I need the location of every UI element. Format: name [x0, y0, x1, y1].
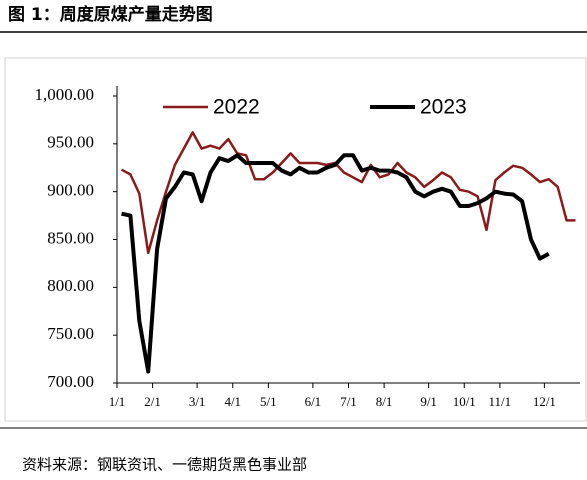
legend-label: 2022 — [213, 96, 260, 119]
x-tick-label: 8/1 — [376, 394, 393, 409]
chart-frame — [4, 57, 587, 422]
x-tick-label: 9/1 — [420, 394, 437, 409]
y-tick-label: 800.00 — [47, 276, 94, 295]
y-tick-label: 1,000.00 — [35, 85, 95, 104]
x-tick-label: 11/1 — [489, 394, 512, 409]
y-tick-label: 900.00 — [47, 181, 94, 200]
y-tick-label: 950.00 — [47, 133, 94, 152]
y-tick-label: 750.00 — [47, 324, 94, 343]
x-tick-label: 7/1 — [340, 394, 357, 409]
series-line — [120, 131, 576, 255]
x-tick-label: 3/1 — [189, 394, 206, 409]
chart-title: 图 1：周度原煤产量走势图 — [8, 4, 213, 25]
y-tick-label: 850.00 — [47, 228, 94, 247]
x-tick-label: 6/1 — [305, 394, 322, 409]
legend-label: 2023 — [420, 96, 467, 119]
x-tick-label: 10/1 — [453, 394, 476, 409]
x-tick-label: 5/1 — [260, 394, 277, 409]
x-tick-label: 1/1 — [109, 394, 126, 409]
x-tick-label: 4/1 — [224, 394, 241, 409]
source: 资料来源：钢联资讯、一德期货黑色事业部 — [22, 456, 307, 474]
series-line — [121, 153, 550, 374]
x-tick-label: 2/1 — [144, 394, 161, 409]
x-tick-label: 12/1 — [533, 394, 556, 409]
y-tick-label: 700.00 — [47, 372, 94, 391]
